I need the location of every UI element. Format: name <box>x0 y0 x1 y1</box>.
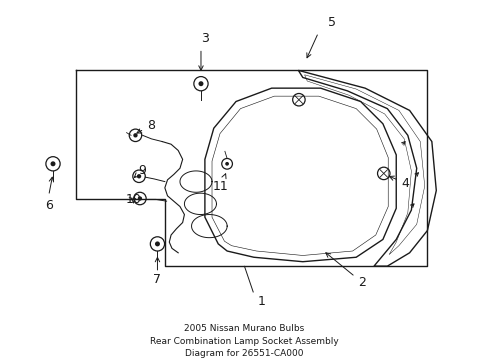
Text: 10: 10 <box>125 193 141 206</box>
Text: 9: 9 <box>134 164 146 177</box>
Text: 4: 4 <box>389 176 408 189</box>
Text: 7: 7 <box>153 273 161 285</box>
Text: 6: 6 <box>44 199 53 212</box>
Text: 2005 Nissan Murano Bulbs
Rear Combination Lamp Socket Assembly
Diagram for 26551: 2005 Nissan Murano Bulbs Rear Combinatio… <box>150 324 338 358</box>
Text: 1: 1 <box>258 295 265 308</box>
Text: 2: 2 <box>325 253 365 289</box>
Text: 3: 3 <box>201 32 209 45</box>
Circle shape <box>225 162 228 166</box>
Text: 5: 5 <box>327 16 335 29</box>
Circle shape <box>138 196 142 201</box>
Text: 8: 8 <box>137 119 155 133</box>
Circle shape <box>137 174 141 179</box>
Circle shape <box>50 161 55 166</box>
Text: 11: 11 <box>212 174 228 193</box>
Circle shape <box>133 133 138 138</box>
Circle shape <box>155 242 160 246</box>
Circle shape <box>198 81 203 86</box>
